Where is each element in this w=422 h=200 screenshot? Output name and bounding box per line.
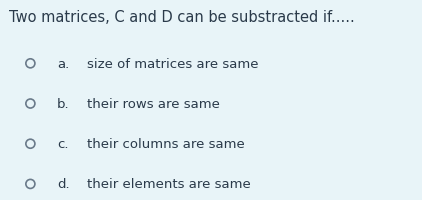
Text: c.: c. (57, 138, 68, 150)
Text: their rows are same: their rows are same (87, 98, 219, 110)
Text: d.: d. (57, 178, 70, 190)
Text: their columns are same: their columns are same (87, 138, 244, 150)
Text: b.: b. (57, 98, 70, 110)
Text: size of matrices are same: size of matrices are same (87, 58, 258, 70)
Text: Two matrices, C and D can be substracted if.....: Two matrices, C and D can be substracted… (9, 10, 355, 25)
Text: their elements are same: their elements are same (87, 178, 250, 190)
Text: a.: a. (57, 58, 69, 70)
